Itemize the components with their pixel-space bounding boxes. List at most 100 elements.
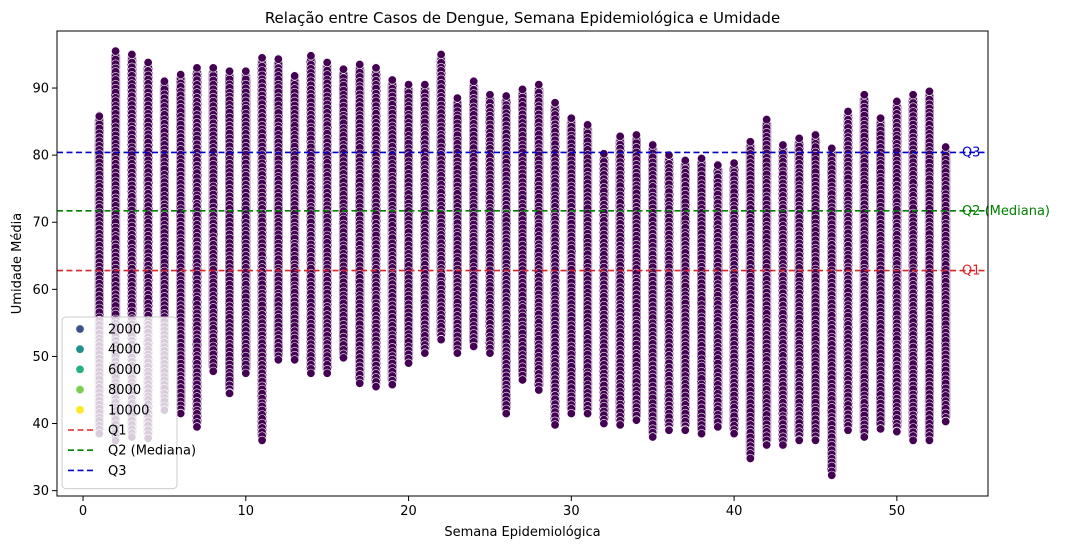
hline-annotation-1: Q1: [962, 264, 981, 279]
data-point-min: [615, 420, 625, 430]
legend-marker: [75, 324, 85, 334]
data-point-max: [290, 71, 300, 81]
data-point-max: [729, 158, 739, 168]
data-point-max: [322, 58, 332, 68]
data-point-max: [111, 46, 121, 56]
week-column-37: [680, 155, 690, 435]
week-column-32: [599, 149, 609, 429]
data-point-min: [355, 378, 365, 388]
week-column-34: [631, 130, 641, 425]
week-column-33: [615, 131, 625, 430]
data-point-max: [550, 98, 560, 108]
data-point-min: [566, 408, 576, 418]
data-point-max: [257, 53, 267, 63]
data-point-min: [322, 368, 332, 378]
week-column-11: [257, 52, 267, 446]
data-point-min: [762, 440, 772, 450]
data-point-min: [908, 435, 918, 445]
data-point-max: [159, 76, 169, 86]
week-column-44: [794, 133, 804, 445]
data-point-min: [810, 435, 820, 445]
data-point-max: [810, 130, 820, 140]
legend-marker: [75, 405, 85, 415]
week-column-16: [338, 64, 348, 363]
data-point-max: [501, 91, 511, 101]
data-point-max: [941, 142, 951, 152]
data-point-min: [648, 432, 658, 442]
data-point-min: [257, 435, 267, 445]
data-point-max: [583, 120, 593, 130]
data-point-min: [843, 425, 853, 435]
legend-label: 8000: [108, 383, 141, 398]
week-column-43: [778, 140, 788, 450]
data-point-max: [127, 49, 137, 59]
data-point-max: [843, 107, 853, 117]
data-point-min: [794, 435, 804, 445]
week-column-22: [436, 49, 446, 345]
week-column-9: [225, 66, 235, 398]
week-column-40: [729, 158, 739, 439]
legend-label: 2000: [108, 323, 141, 338]
legend-label: 10000: [108, 403, 149, 418]
data-point-min: [550, 420, 560, 430]
data-point-max: [355, 60, 365, 70]
week-column-14: [306, 51, 316, 379]
data-point-min: [290, 355, 300, 365]
week-column-18: [371, 62, 381, 392]
week-column-7: [192, 63, 202, 432]
legend-marker: [75, 364, 85, 374]
week-column-50: [892, 96, 902, 437]
x-tick-label: 0: [79, 504, 87, 519]
data-point-min: [517, 375, 527, 385]
data-point-min: [778, 440, 788, 450]
week-column-30: [566, 113, 576, 419]
data-point-min: [241, 368, 251, 378]
week-column-39: [713, 160, 723, 432]
data-point-min: [876, 424, 886, 434]
data-point-min: [387, 380, 397, 390]
y-tick-label: 60: [32, 283, 49, 298]
data-point-max: [143, 58, 153, 68]
x-tick-label: 20: [400, 504, 417, 519]
week-column-35: [648, 140, 658, 442]
data-point-max: [469, 76, 479, 86]
legend: 2000 4000 6000 8000 10000 Q1 Q2 (Mediana) Q3: [61, 316, 196, 490]
data-point-max: [436, 49, 446, 59]
legend-label: Q1: [108, 424, 127, 439]
data-point-max: [420, 80, 430, 90]
x-tick-label: 40: [726, 504, 743, 519]
week-column-29: [550, 97, 560, 430]
data-point-min: [225, 388, 235, 398]
week-column-53: [941, 142, 951, 427]
week-column-48: [859, 90, 869, 442]
data-point-max: [827, 143, 837, 153]
data-point-max: [566, 113, 576, 123]
week-column-36: [664, 150, 674, 435]
legend-label: Q2 (Mediana): [108, 444, 196, 459]
data-point-min: [420, 348, 430, 358]
data-point-min: [631, 415, 641, 425]
scatter-points: [94, 46, 951, 481]
data-point-max: [697, 153, 707, 163]
x-tick-label: 50: [889, 504, 906, 519]
x-tick-label: 10: [238, 504, 255, 519]
legend-marker: [75, 344, 85, 354]
week-column-8: [208, 63, 218, 376]
data-point-max: [176, 70, 186, 80]
week-column-51: [908, 89, 918, 446]
data-point-max: [876, 113, 886, 123]
data-point-min: [599, 419, 609, 429]
data-point-max: [517, 84, 527, 94]
data-point-max: [599, 149, 609, 159]
hline-annotation-2: Q2 (Mediana): [962, 204, 1050, 219]
week-column-27: [517, 84, 527, 385]
data-point-max: [192, 63, 202, 73]
data-point-max: [859, 90, 869, 100]
y-tick-label: 40: [32, 417, 49, 432]
data-point-max: [452, 93, 462, 103]
data-point-min: [924, 435, 934, 445]
data-point-min: [941, 417, 951, 427]
data-point-max: [631, 130, 641, 140]
week-column-31: [583, 120, 593, 419]
